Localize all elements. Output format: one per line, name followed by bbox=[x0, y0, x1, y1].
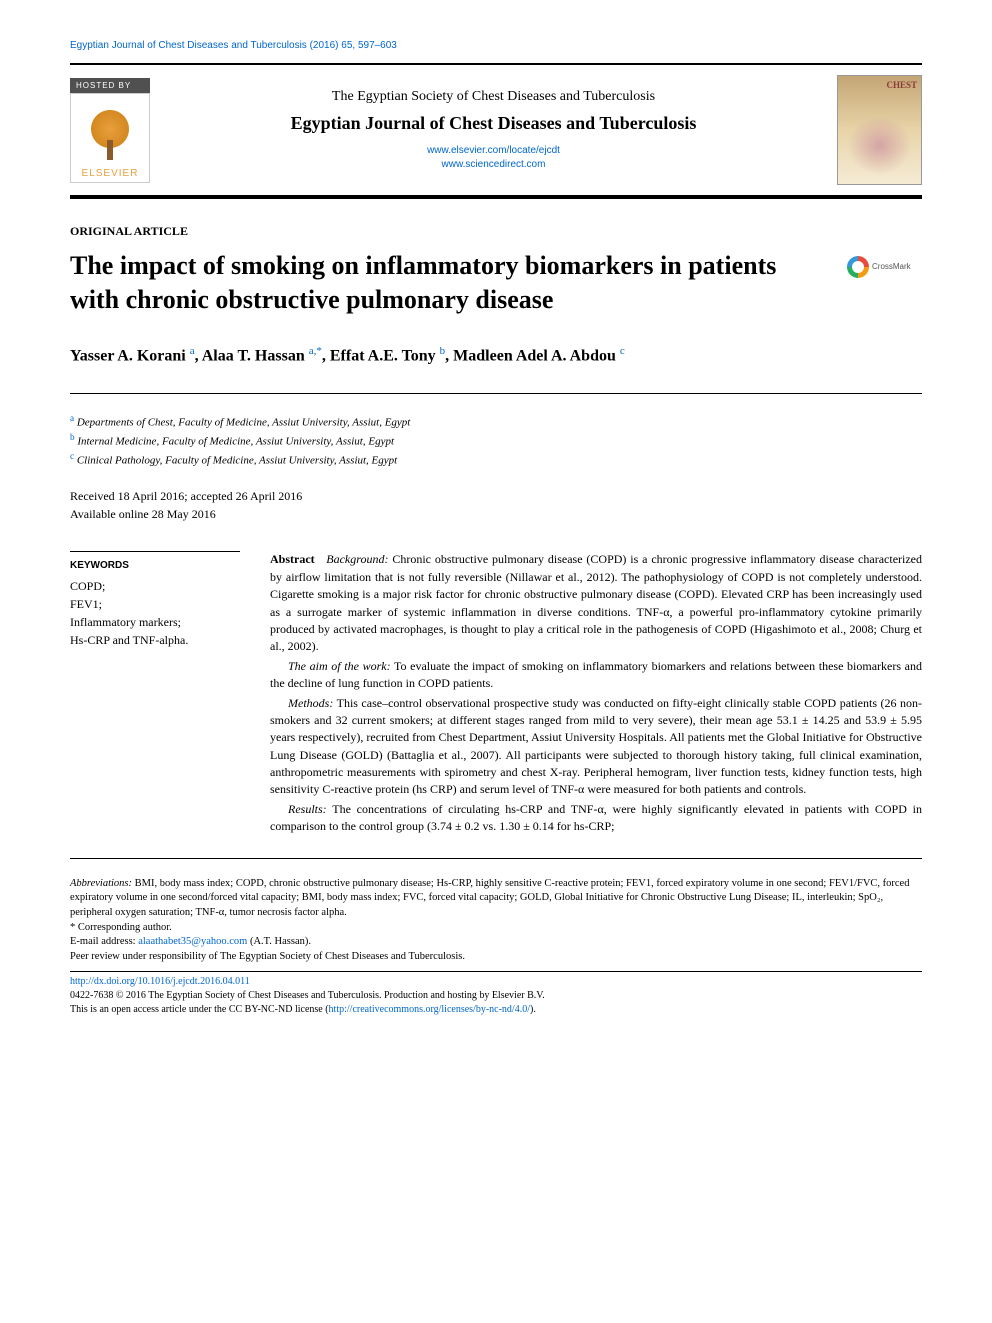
elsevier-logo: ELSEVIER bbox=[70, 93, 150, 183]
journal-header: HOSTED BY ELSEVIER The Egyptian Society … bbox=[70, 63, 922, 199]
crossmark-label: CrossMark bbox=[872, 262, 911, 271]
affiliation-item: c Clinical Pathology, Faculty of Medicin… bbox=[70, 450, 922, 469]
crossmark-icon bbox=[847, 256, 869, 278]
abstract-results: Results: The concentrations of circulati… bbox=[270, 801, 922, 836]
cover-lung-icon bbox=[842, 110, 917, 180]
keywords-column: KEYWORDS COPD;FEV1;Inflammatory markers;… bbox=[70, 551, 240, 837]
abstract-label: Abstract bbox=[270, 552, 315, 566]
journal-links: www.elsevier.com/locate/ejcdt www.scienc… bbox=[165, 144, 822, 172]
abbreviations: Abbreviations: BMI, body mass index; COP… bbox=[70, 877, 922, 921]
journal-link-2[interactable]: www.sciencedirect.com bbox=[165, 158, 822, 172]
crossmark-badge[interactable]: CrossMark bbox=[847, 254, 922, 279]
copyright: 0422-7638 © 2016 The Egyptian Society of… bbox=[70, 989, 922, 1017]
email-suffix: (A.T. Hassan). bbox=[250, 936, 311, 947]
background-label: Background: bbox=[326, 552, 388, 566]
abstract-methods: Methods: This case–control observational… bbox=[270, 695, 922, 799]
hosted-by-label: HOSTED BY bbox=[70, 78, 150, 93]
keywords-list: COPD;FEV1;Inflammatory markers;Hs-CRP an… bbox=[70, 577, 240, 649]
society-name: The Egyptian Society of Chest Diseases a… bbox=[165, 89, 822, 105]
abbreviations-text: BMI, body mass index; COPD, chronic obst… bbox=[70, 878, 909, 918]
publisher-block: HOSTED BY ELSEVIER bbox=[70, 78, 150, 183]
header-center: The Egyptian Society of Chest Diseases a… bbox=[165, 89, 822, 172]
publication-dates: Received 18 April 2016; accepted 26 Apri… bbox=[70, 487, 922, 523]
email-line: E-mail address: alaathabet35@yahoo.com (… bbox=[70, 935, 922, 950]
license-link[interactable]: http://creativecommons.org/licenses/by-n… bbox=[329, 1004, 530, 1015]
results-text: The concentrations of circulating hs-CRP… bbox=[270, 802, 922, 833]
journal-name: Egyptian Journal of Chest Diseases and T… bbox=[165, 113, 822, 134]
results-label: Results: bbox=[288, 802, 327, 816]
peer-review: Peer review under responsibility of The … bbox=[70, 950, 922, 965]
abbreviations-label: Abbreviations: bbox=[70, 878, 132, 889]
doi-line: http://dx.doi.org/10.1016/j.ejcdt.2016.0… bbox=[70, 976, 922, 987]
journal-cover-thumbnail: CHEST bbox=[837, 75, 922, 185]
abstract-background: Abstract Background: Chronic obstructive… bbox=[270, 551, 922, 655]
title-row: The impact of smoking on inflammatory bi… bbox=[70, 249, 922, 317]
elsevier-tree-icon bbox=[80, 105, 140, 165]
corresponding-author: * Corresponding author. bbox=[70, 921, 922, 936]
aim-label: The aim of the work: bbox=[288, 659, 391, 673]
background-text: Chronic obstructive pulmonary disease (C… bbox=[270, 552, 922, 653]
copyright-line-2: This is an open access article under the… bbox=[70, 1003, 922, 1017]
online-date: Available online 28 May 2016 bbox=[70, 505, 922, 523]
email-label: E-mail address: bbox=[70, 936, 136, 947]
copyright-line-1: 0422-7638 © 2016 The Egyptian Society of… bbox=[70, 989, 922, 1003]
elsevier-text: ELSEVIER bbox=[82, 165, 139, 182]
authors: Yasser A. Korani a, Alaa T. Hassan a,*, … bbox=[70, 345, 922, 394]
license-prefix: This is an open access article under the… bbox=[70, 1004, 329, 1015]
content-row: KEYWORDS COPD;FEV1;Inflammatory markers;… bbox=[70, 551, 922, 858]
methods-label: Methods: bbox=[288, 696, 333, 710]
abstract-aim: The aim of the work: To evaluate the imp… bbox=[270, 658, 922, 693]
doi-link[interactable]: http://dx.doi.org/10.1016/j.ejcdt.2016.0… bbox=[70, 976, 250, 987]
affiliations: a Departments of Chest, Faculty of Medic… bbox=[70, 412, 922, 469]
journal-link-1[interactable]: www.elsevier.com/locate/ejcdt bbox=[165, 144, 822, 158]
abstract-column: Abstract Background: Chronic obstructive… bbox=[270, 551, 922, 837]
cover-title: CHEST bbox=[842, 80, 917, 90]
methods-text: This case–control observational prospect… bbox=[270, 696, 922, 797]
article-title: The impact of smoking on inflammatory bi… bbox=[70, 249, 827, 317]
journal-reference: Egyptian Journal of Chest Diseases and T… bbox=[70, 40, 922, 51]
footer-section: Abbreviations: BMI, body mass index; COP… bbox=[70, 877, 922, 972]
affiliation-item: b Internal Medicine, Faculty of Medicine… bbox=[70, 431, 922, 450]
keywords-heading: KEYWORDS bbox=[70, 551, 240, 571]
article-type: ORIGINAL ARTICLE bbox=[70, 224, 922, 239]
license-suffix: ). bbox=[530, 1004, 536, 1015]
received-accepted-date: Received 18 April 2016; accepted 26 Apri… bbox=[70, 487, 922, 505]
email-link[interactable]: alaathabet35@yahoo.com bbox=[138, 936, 247, 947]
affiliation-item: a Departments of Chest, Faculty of Medic… bbox=[70, 412, 922, 431]
